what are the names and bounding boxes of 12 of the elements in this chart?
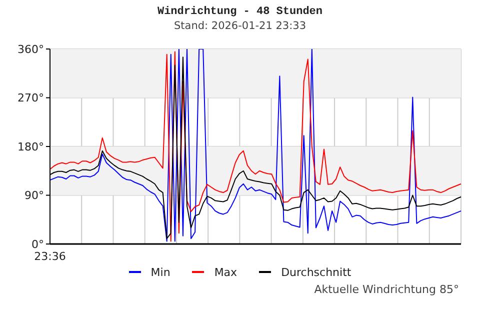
x-tick-label: 23:36 bbox=[34, 250, 66, 263]
y-tick-label: 360° bbox=[18, 42, 44, 56]
y-tick-label: 0° bbox=[32, 238, 44, 251]
legend-label: Durchschnitt bbox=[281, 266, 352, 278]
chart-title: Windrichtung - 48 Stunden bbox=[156, 6, 324, 18]
text: Aktuelle Windrichtung 85° bbox=[313, 283, 460, 296]
y-tick-label: 180° bbox=[18, 140, 44, 154]
y-tick-label: 90° bbox=[24, 189, 44, 202]
legend-label: Max bbox=[214, 266, 238, 278]
y-tick-label: 270° bbox=[18, 92, 44, 105]
legend-label: Min bbox=[150, 266, 170, 278]
chart-subtitle: Stand: 2026-01-21 23:33 bbox=[172, 20, 308, 32]
